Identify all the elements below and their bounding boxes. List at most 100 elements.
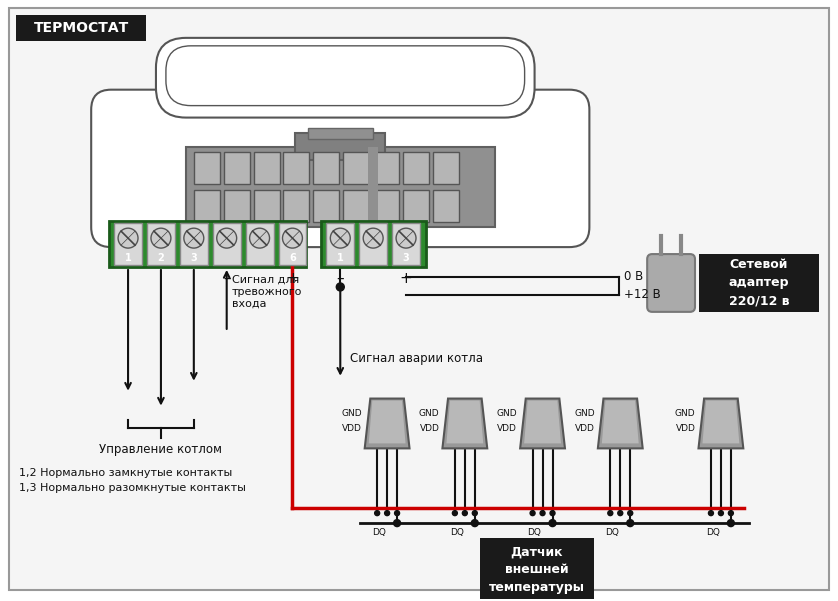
Text: 0 В: 0 В [624,270,644,284]
Text: Сетевой
адаптер
220/12 в: Сетевой адаптер 220/12 в [728,258,789,308]
Bar [194,191,220,222]
Bar [283,153,309,185]
Bar [308,127,373,139]
Circle shape [628,511,633,516]
Text: 3: 3 [190,253,197,263]
Circle shape [395,511,400,516]
Polygon shape [447,400,484,444]
Bar [699,254,819,312]
Text: GND: GND [497,409,517,418]
Bar [321,221,426,267]
Bar [180,223,208,265]
Text: +: + [286,271,299,286]
Polygon shape [699,398,743,448]
Text: Сигнал для
тревожного
входа: Сигнал для тревожного входа [231,275,302,308]
Circle shape [471,520,478,526]
Bar [403,191,429,222]
Text: +: + [400,271,412,286]
Bar [224,191,250,222]
Text: 6: 6 [289,253,296,263]
Polygon shape [702,400,739,444]
Text: VDD: VDD [575,424,595,433]
Bar [194,153,220,185]
Text: –: – [337,271,344,286]
Bar [246,223,273,265]
Text: –: – [223,271,230,286]
Circle shape [396,228,416,248]
Circle shape [473,511,478,516]
Bar [344,191,370,222]
FancyBboxPatch shape [91,90,589,247]
Circle shape [463,511,468,516]
Circle shape [708,511,713,516]
FancyBboxPatch shape [166,46,525,106]
Text: Датчик
внешней
температуры: Датчик внешней температуры [489,546,585,594]
Polygon shape [442,398,487,448]
Circle shape [453,511,458,516]
Text: 1: 1 [337,253,344,263]
Bar [433,153,459,185]
Bar [373,153,399,185]
Circle shape [217,228,236,248]
Bar [326,223,354,265]
Text: GND: GND [574,409,595,418]
FancyBboxPatch shape [647,254,695,312]
Bar [17,15,146,41]
Bar [480,538,594,601]
Circle shape [530,511,535,516]
Text: 1: 1 [125,253,132,263]
Circle shape [385,511,390,516]
Bar [296,132,385,160]
Circle shape [608,511,613,516]
Polygon shape [602,400,639,444]
Text: VDD: VDD [675,424,696,433]
Circle shape [550,511,555,516]
Bar [403,153,429,185]
Text: VDD: VDD [420,424,439,433]
Circle shape [718,511,723,516]
Circle shape [363,228,383,248]
Text: GND: GND [419,409,439,418]
Circle shape [727,520,734,526]
Bar [278,223,307,265]
Circle shape [618,511,623,516]
Text: VDD: VDD [497,424,517,433]
Polygon shape [520,398,565,448]
Circle shape [549,520,556,526]
Text: GND: GND [675,409,696,418]
Bar [254,191,280,222]
Bar [313,191,339,222]
Circle shape [540,511,545,516]
Circle shape [728,511,733,516]
Circle shape [627,520,634,526]
Text: DQ: DQ [605,528,619,537]
Text: +12 В: +12 В [624,288,661,302]
Bar [114,223,142,265]
Text: ТЕРМОСТАТ: ТЕРМОСТАТ [34,21,129,35]
Circle shape [394,520,401,526]
Bar [392,223,420,265]
Text: 1,2 Нормально замкнутые контакты: 1,2 Нормально замкнутые контакты [19,468,233,478]
Polygon shape [369,400,406,444]
Bar [283,191,309,222]
Text: Сигнал аварии котла: Сигнал аварии котла [350,352,484,365]
Text: 2: 2 [158,253,164,263]
Text: Управление котлом: Управление котлом [100,444,222,456]
Circle shape [336,283,344,291]
Bar [373,191,399,222]
Circle shape [375,511,380,516]
Bar [360,223,387,265]
FancyBboxPatch shape [156,38,535,118]
Polygon shape [524,400,561,444]
Bar [344,153,370,185]
Circle shape [250,228,270,248]
Circle shape [330,228,350,248]
Bar [433,191,459,222]
Polygon shape [365,398,410,448]
Circle shape [118,228,138,248]
Text: 3: 3 [403,253,410,263]
Bar [147,223,175,265]
Circle shape [282,228,303,248]
Text: DQ: DQ [450,528,463,537]
Circle shape [184,228,204,248]
